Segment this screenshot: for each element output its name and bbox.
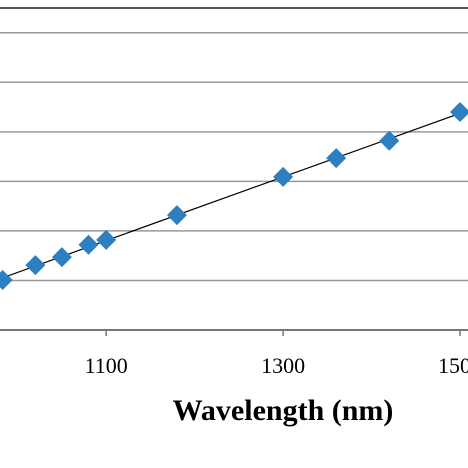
x-tick-label: 1300 <box>261 353 305 378</box>
data-point <box>166 205 187 226</box>
data-point <box>78 234 99 255</box>
x-tick-label: 1100 <box>85 353 128 378</box>
trendline <box>0 109 468 280</box>
data-point <box>326 148 347 169</box>
data-point <box>379 130 400 151</box>
data-point <box>25 255 46 276</box>
data-point <box>51 247 72 268</box>
data-point <box>273 166 294 187</box>
x-axis-title: Wavelength (nm) <box>173 394 394 427</box>
data-point <box>450 102 468 123</box>
x-tick-label: 1500 <box>438 353 468 378</box>
data-point <box>0 269 13 290</box>
data-point <box>96 229 117 250</box>
